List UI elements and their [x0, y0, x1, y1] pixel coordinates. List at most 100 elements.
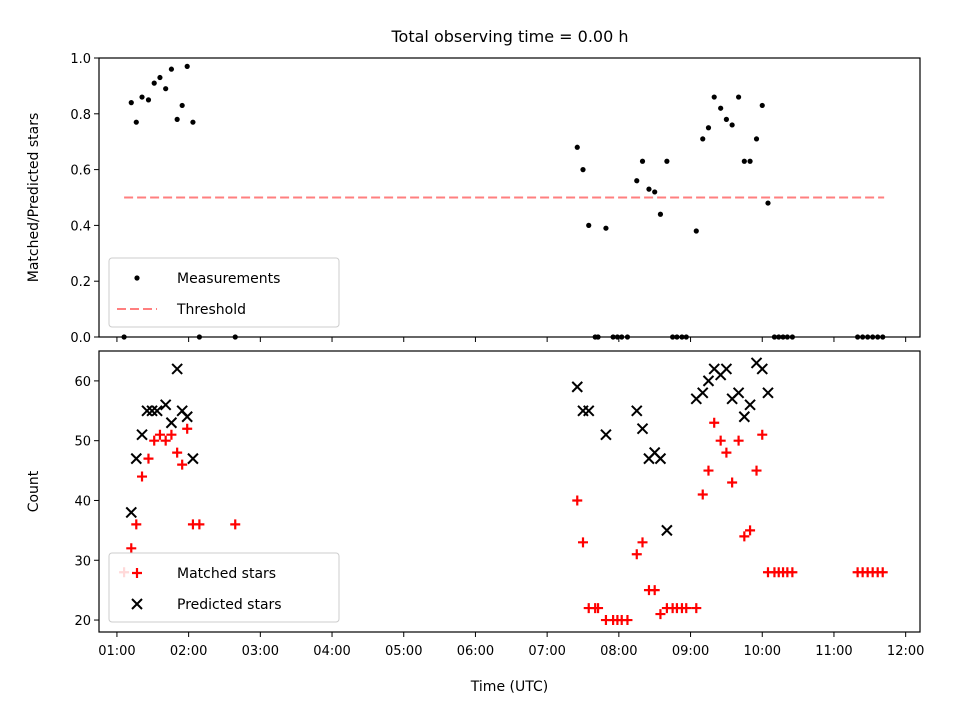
legend-measurement-swatch [134, 275, 140, 281]
matched-star-point [751, 465, 762, 476]
x-tick-label: 04:00 [313, 644, 350, 659]
y-tick-label: 40 [74, 494, 91, 509]
x-tick-label: 07:00 [528, 644, 565, 659]
matched-star-point [757, 429, 768, 440]
matched-star-point [715, 435, 726, 446]
measurement-point [190, 119, 196, 125]
measurement-point [603, 225, 609, 231]
predicted-star-point [744, 399, 756, 411]
measurement-point [145, 97, 152, 103]
matched-star-point [622, 615, 633, 626]
bottom-plot-frame [98, 350, 921, 633]
matched-star-point [160, 435, 171, 446]
predicted-star-point [571, 381, 583, 393]
matched-star-point [172, 447, 183, 458]
measurement-point [128, 100, 134, 106]
bottom-legend: Matched stars Predicted stars [108, 552, 340, 623]
y-tick-label: 0.4 [70, 219, 91, 234]
top-x-ticks [116, 337, 907, 342]
measurement-point [619, 334, 625, 340]
matched-star-point [739, 531, 750, 542]
matched-star-point [572, 495, 583, 506]
measurement-point [784, 334, 790, 340]
predicted-star-point [631, 405, 643, 417]
x-axis-label: Time (UTC) [470, 679, 548, 695]
measurement-point [789, 334, 795, 340]
measurement-point [574, 144, 580, 150]
measurement-point [139, 94, 145, 100]
predicted-star-point [125, 506, 137, 519]
y-tick-label: 50 [74, 435, 91, 450]
chart-title: Total observing time = 0.00 h [390, 27, 628, 46]
measurement-point [624, 334, 631, 340]
matched-star-point [166, 429, 177, 440]
predicted-star-point [720, 363, 733, 375]
x-tick-label: 10:00 [744, 644, 781, 659]
predicted-star-point [738, 411, 751, 423]
measurement-point [652, 189, 658, 195]
matched-star-point [655, 609, 666, 620]
measurement-point [870, 334, 876, 340]
bottom-y-axis-label: Count [26, 470, 42, 512]
legend-label: Measurements [177, 271, 280, 287]
predicted-star-point [583, 405, 595, 417]
predicted-star-point [181, 411, 193, 423]
predicted-star-point [151, 405, 163, 417]
measurement-point [880, 334, 886, 340]
measurement-point [639, 158, 646, 164]
matched-star-point [649, 585, 660, 596]
bottom-y-ticks: 20 30 40 50 60 [74, 375, 99, 629]
measurement-point [753, 136, 760, 142]
measurement-point [679, 334, 685, 340]
predicted-star-point [165, 417, 178, 429]
matched-star-point [703, 465, 714, 476]
measurement-point [157, 74, 163, 81]
matched-star-point [697, 489, 708, 500]
x-tick-label: 03:00 [242, 644, 279, 659]
y-tick-label: 0.2 [70, 275, 91, 290]
bottom-x-ticks: 01:00 02:00 03:00 04:00 05:00 06:00 07:00 08:00… [98, 632, 924, 659]
matched-star-point [691, 603, 702, 614]
measurement-point [711, 94, 717, 100]
measurement-point [747, 158, 753, 164]
measurement-point [610, 334, 616, 340]
y-tick-label: 60 [74, 375, 91, 390]
predicted-star-point [187, 452, 199, 465]
matched-star-point [182, 423, 193, 434]
legend-box [108, 257, 340, 328]
matched-star-point [593, 603, 604, 614]
measurement-point [741, 158, 747, 164]
measurement-point [595, 334, 601, 340]
measurement-point [865, 334, 871, 340]
predicted-star-point [171, 363, 183, 375]
matched-star-point [637, 537, 648, 548]
predicted-star-point [130, 452, 142, 465]
top-subplot: 0.0 0.2 0.4 0.6 0.8 1.0 Matched/Predicted sta… [26, 52, 921, 346]
measurement-point [705, 125, 712, 131]
measurement-point [586, 222, 592, 228]
top-series-marks [121, 63, 886, 340]
x-tick-label: 02:00 [170, 644, 207, 659]
predicted-star-point [654, 452, 667, 465]
predicted-star-point [146, 405, 158, 417]
matched-star-point [709, 417, 720, 428]
x-tick-label: 01:00 [98, 644, 135, 659]
predicted-star-point [756, 363, 768, 375]
legend-label: Threshold [176, 302, 246, 318]
predicted-star-point [141, 405, 153, 417]
predicted-star-point [136, 428, 148, 441]
matched-star-point [154, 429, 165, 440]
matched-star-point [137, 471, 148, 482]
predicted-star-point [732, 387, 745, 399]
measurement-point [875, 334, 881, 340]
y-tick-label: 0.8 [70, 108, 91, 123]
x-tick-label: 11:00 [815, 644, 852, 659]
x-tick-label: 06:00 [457, 644, 494, 659]
legend-label: Matched stars [177, 566, 276, 582]
measurement-point [163, 86, 169, 92]
predicted-star-point [159, 399, 172, 411]
legend-matched-swatch [132, 568, 142, 578]
measurement-point [693, 228, 699, 234]
measurement-point [174, 116, 180, 122]
